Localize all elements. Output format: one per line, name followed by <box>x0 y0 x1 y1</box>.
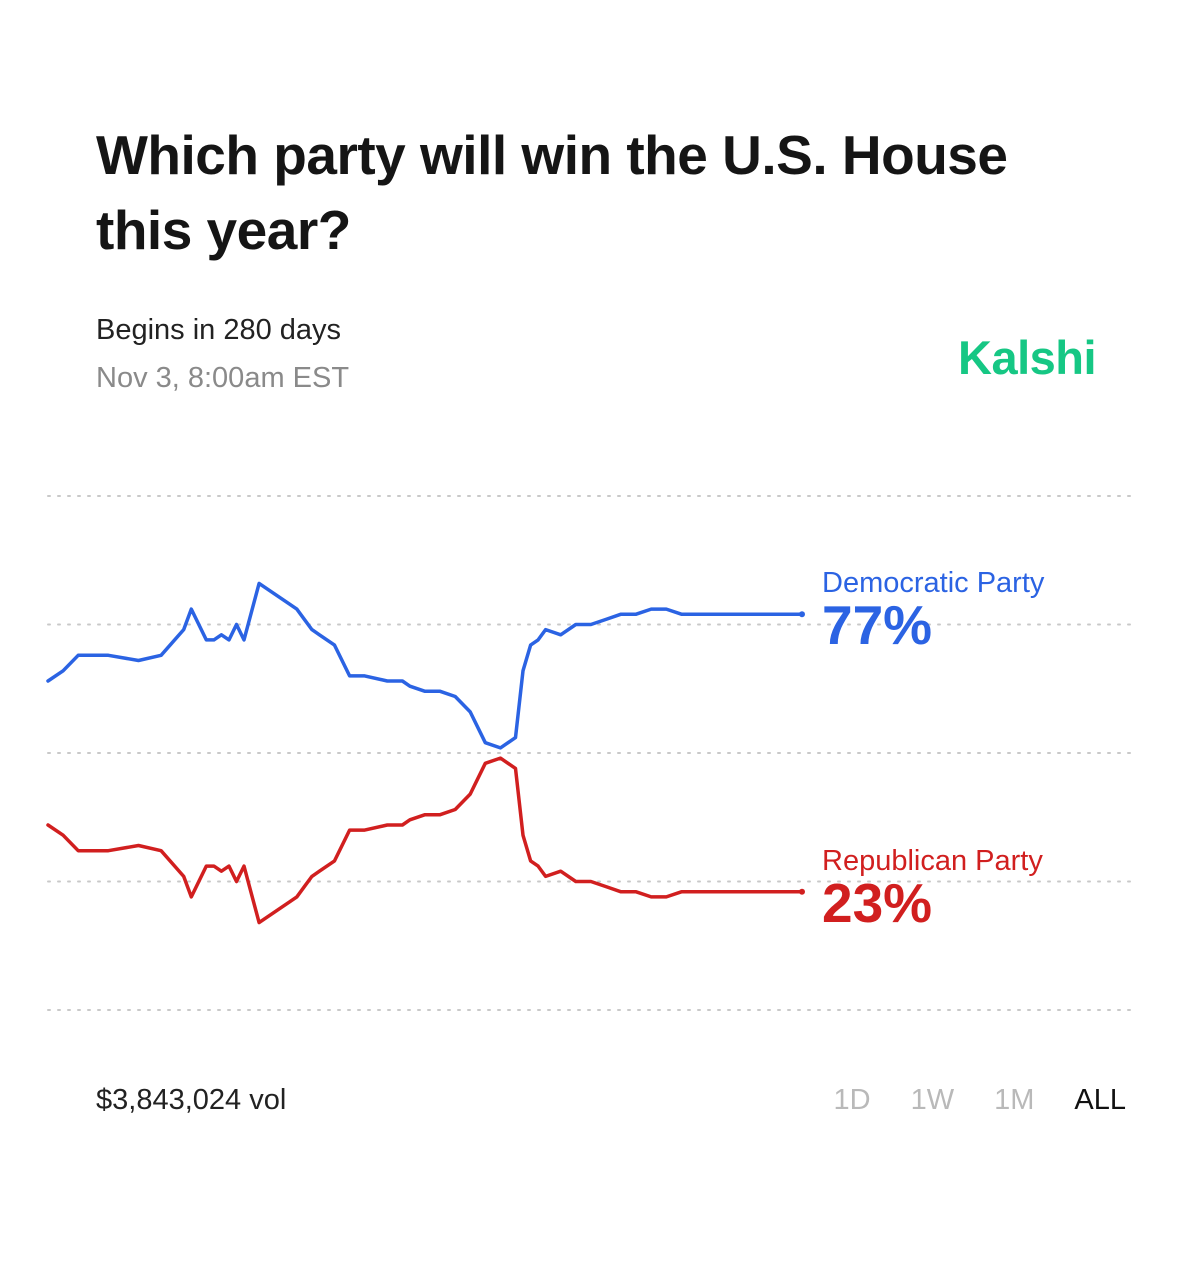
democratic-party-end-point <box>799 611 805 618</box>
chart-series <box>46 581 805 925</box>
republican-party-end-point <box>799 888 805 895</box>
democratic-party-value-label: 77% <box>822 594 932 656</box>
democratic-party-name-label: Democratic Party <box>822 567 1045 599</box>
begins-countdown: Begins in 280 days <box>96 314 342 346</box>
republican-party-name-label: Republican Party <box>822 845 1043 877</box>
volume-label: $3,843,024 vol <box>96 1084 287 1116</box>
time-range-selector: 1D 1W 1M ALL <box>834 1084 1126 1117</box>
republican-party-line <box>46 756 804 925</box>
range-1w-button[interactable]: 1W <box>910 1084 955 1116</box>
kalshi-logo[interactable]: Kalshi <box>958 331 1097 384</box>
range-all-button[interactable]: ALL <box>1074 1084 1126 1116</box>
range-1m-button[interactable]: 1M <box>994 1084 1035 1116</box>
range-1d-button[interactable]: 1D <box>833 1084 871 1116</box>
page-title: Which party will win the U.S. House this… <box>96 124 1008 261</box>
democratic-party-line <box>46 581 804 750</box>
republican-party-value-label: 23% <box>822 872 932 934</box>
chart-grid <box>47 495 1131 1011</box>
event-date: Nov 3, 8:00am EST <box>96 362 350 394</box>
